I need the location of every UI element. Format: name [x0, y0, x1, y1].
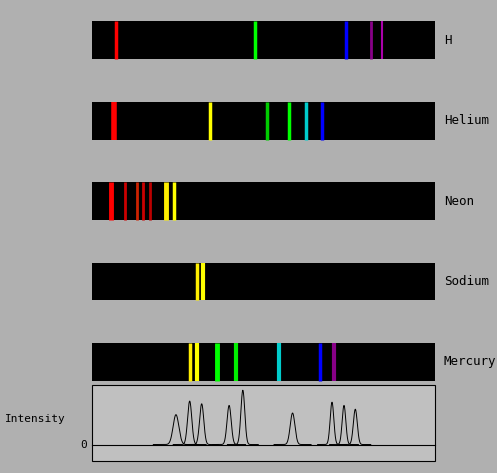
Bar	[92, 21, 435, 59]
Text: Intensity: Intensity	[5, 413, 66, 424]
Bar	[92, 182, 435, 220]
Bar	[92, 102, 435, 140]
Text: Mercury: Mercury	[444, 355, 497, 368]
Bar	[92, 343, 435, 381]
Text: Sodium: Sodium	[444, 275, 489, 288]
Bar	[92, 385, 435, 461]
Text: H: H	[444, 34, 451, 47]
Text: Neon: Neon	[444, 194, 474, 208]
Text: Helium: Helium	[444, 114, 489, 127]
Bar	[92, 263, 435, 300]
Text: 0: 0	[80, 439, 87, 449]
